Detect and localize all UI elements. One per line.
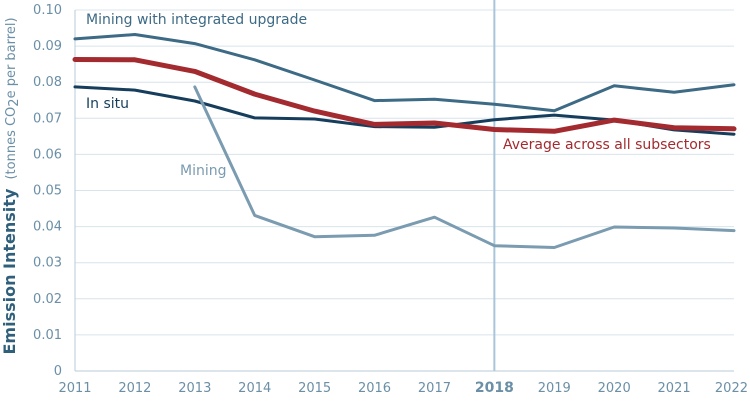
series-line-mining <box>193 85 736 249</box>
series-line-average-across-all-subsectors <box>72 57 737 134</box>
y-axis-label-units-subscript: 2 <box>7 98 22 106</box>
x-tick-label: 2016 <box>358 381 391 396</box>
x-tick-label: 2015 <box>298 381 331 396</box>
y-axis-label-units-prefix: (tonnes CO <box>4 107 19 180</box>
y-tick-label: 0.09 <box>33 39 62 54</box>
y-tick-label: 0.06 <box>33 147 62 162</box>
x-tick-label: 2022 <box>715 381 748 396</box>
y-axis-label-main: Emission Intensity <box>0 188 19 354</box>
gridlines <box>75 9 734 336</box>
y-tick-label: 0.10 <box>33 3 62 18</box>
x-tick-label: 2020 <box>598 381 631 396</box>
series-lines <box>72 33 737 249</box>
x-tick-label: 2017 <box>418 381 451 396</box>
x-tick-label: 2012 <box>118 381 151 396</box>
y-tick-label: 0.04 <box>33 220 62 235</box>
y-tick-label: 0.01 <box>33 328 62 343</box>
series-line-mining-with-integrated-upgrade <box>73 33 736 113</box>
x-tick-label: 2013 <box>178 381 211 396</box>
x-tick-label: 2021 <box>658 381 691 396</box>
series-label-average: Average across all subsectors <box>503 137 711 153</box>
y-tick-label: 0.05 <box>33 184 62 199</box>
y-tick-label: 0.03 <box>33 256 62 271</box>
y-axis-ticks: 0 0.01 0.02 0.03 0.04 0.05 0.06 0.07 0.08 0.09 0.1… <box>33 3 62 379</box>
x-tick-label: 2014 <box>238 381 271 396</box>
y-tick-label: 0.07 <box>33 111 62 126</box>
x-tick-label: 2019 <box>538 381 571 396</box>
y-axis-label: Emission Intensity (tonnes CO2e per barr… <box>0 17 22 354</box>
y-tick-label: 0 <box>54 364 62 379</box>
y-tick-label: 0.08 <box>33 75 62 90</box>
series-label-mining: Mining <box>180 163 227 179</box>
x-axis-ticks: 2011 2012 2013 2014 2015 2016 2017 2018 2019 2020… <box>58 380 748 396</box>
x-tick-label: 2018 <box>475 380 514 396</box>
series-label-in-situ: In situ <box>86 96 129 112</box>
series-label-mining-integrated: Mining with integrated upgrade <box>86 12 307 28</box>
series-line-in-situ <box>73 85 736 136</box>
x-tick-label: 2011 <box>58 381 91 396</box>
y-tick-label: 0.02 <box>33 292 62 307</box>
y-axis-label-units-suffix: e per barrel) <box>4 17 19 98</box>
